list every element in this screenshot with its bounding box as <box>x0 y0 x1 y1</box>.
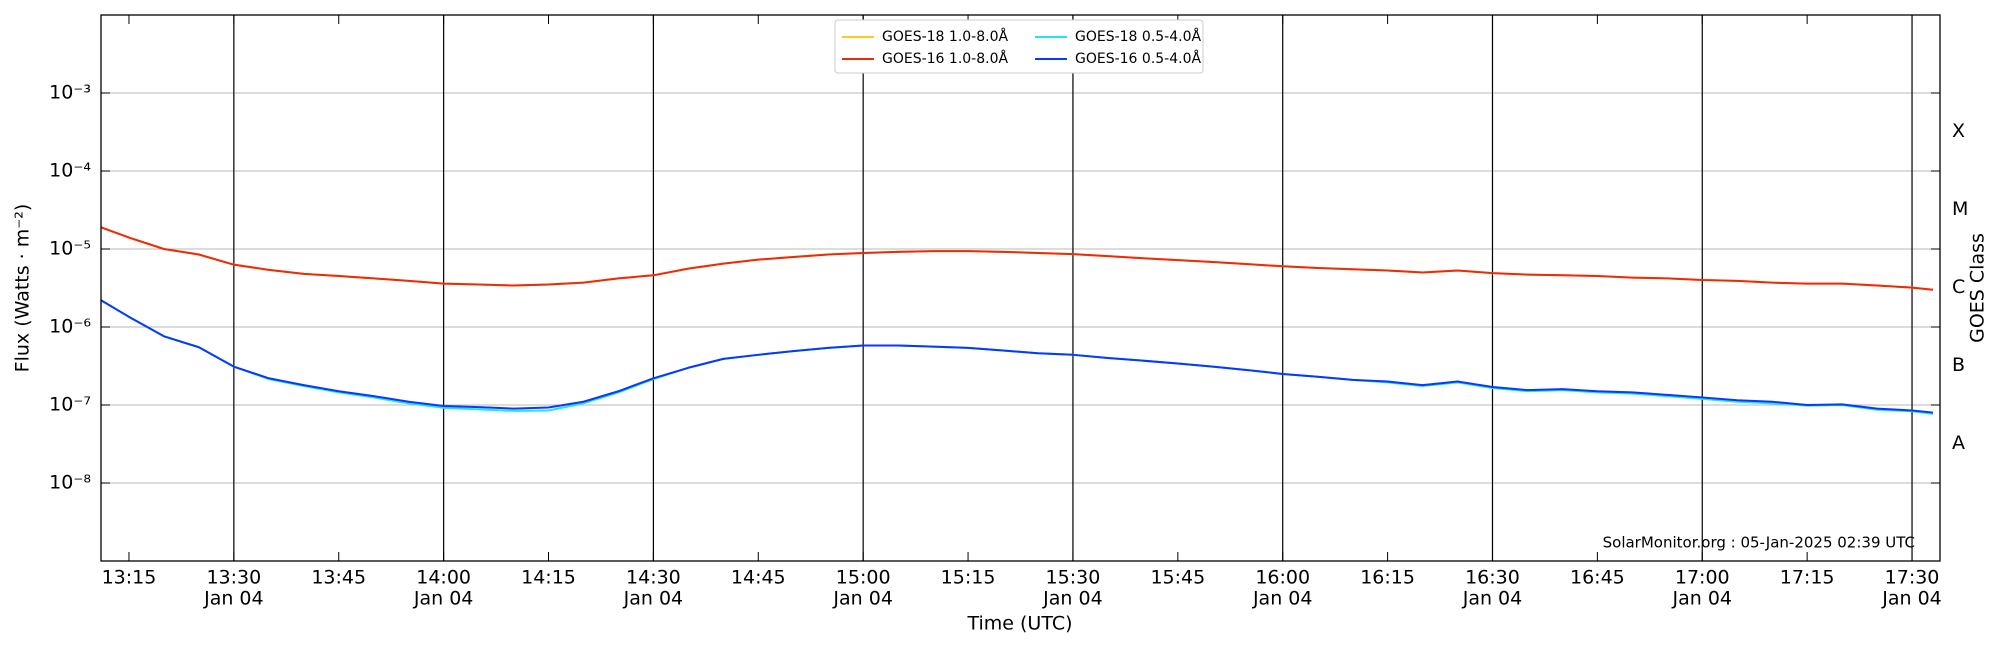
x-tick-label: 14:30 <box>626 567 681 589</box>
y2-tick-label: C <box>1952 276 1965 298</box>
x-tick-label: 13:30 <box>206 567 261 589</box>
legend-box <box>834 19 1204 74</box>
plot-frame <box>100 14 1941 562</box>
x-tick-label: 16:00 <box>1255 567 1310 589</box>
x-tick-label: 14:00 <box>416 567 471 589</box>
x-tick-label: 17:15 <box>1780 567 1835 589</box>
x-axis-label: Time (UTC) <box>966 613 1072 635</box>
x-tick-label: 16:15 <box>1360 567 1415 589</box>
y2-axis-label: GOES Class <box>1967 233 1989 343</box>
y-axis-label: Flux (Watts · m⁻²) <box>12 204 34 373</box>
x-tick-sublabel: Jan 04 <box>203 588 264 610</box>
y2-tick-label: B <box>1952 354 1965 376</box>
watermark: SolarMonitor.org : 05-Jan-2025 02:39 UTC <box>1603 534 1915 552</box>
legend-label: GOES-18 0.5-4.0Å <box>1075 28 1201 45</box>
y-tick-label: 10⁻⁶ <box>49 316 91 338</box>
y2-tick-label: A <box>1952 432 1965 454</box>
x-tick-sublabel: Jan 04 <box>1462 588 1523 610</box>
x-tick-sublabel: Jan 04 <box>413 588 474 610</box>
y-tick-label: 10⁻⁸ <box>49 472 91 494</box>
x-tick-label: 15:30 <box>1046 567 1101 589</box>
y-tick-label: 10⁻⁷ <box>49 394 91 416</box>
x-tick-label: 16:45 <box>1570 567 1625 589</box>
x-tick-label: 16:30 <box>1465 567 1520 589</box>
x-tick-sublabel: Jan 04 <box>623 588 684 610</box>
y-tick-label: 10⁻³ <box>49 82 91 104</box>
x-tick-label: 13:15 <box>102 567 157 589</box>
legend-label: GOES-16 1.0-8.0Å <box>882 50 1008 67</box>
x-tick-sublabel: Jan 04 <box>1252 588 1313 610</box>
series-line <box>100 226 1934 291</box>
y-tick-label: 10⁻⁴ <box>49 160 91 182</box>
x-tick-label: 14:45 <box>731 567 786 589</box>
y2-tick-label: M <box>1952 198 1968 220</box>
x-tick-label: 14:15 <box>521 567 576 589</box>
x-tick-sublabel: Jan 04 <box>832 588 893 610</box>
y-tick-label: 10⁻⁵ <box>49 238 91 260</box>
legend-label: GOES-18 1.0-8.0Å <box>882 28 1008 45</box>
x-tick-label: 15:45 <box>1150 567 1205 589</box>
legend-label: GOES-16 0.5-4.0Å <box>1075 50 1201 67</box>
x-tick-label: 17:30 <box>1885 567 1940 589</box>
x-tick-label: 17:00 <box>1675 567 1730 589</box>
x-tick-label: 13:45 <box>311 567 366 589</box>
x-tick-label: 15:00 <box>836 567 891 589</box>
x-tick-sublabel: Jan 04 <box>1672 588 1733 610</box>
x-tick-sublabel: Jan 04 <box>1042 588 1103 610</box>
y2-tick-label: X <box>1952 120 1965 142</box>
series-line <box>100 299 1934 414</box>
x-tick-label: 15:15 <box>941 567 996 589</box>
x-tick-sublabel: Jan 04 <box>1881 588 1942 610</box>
